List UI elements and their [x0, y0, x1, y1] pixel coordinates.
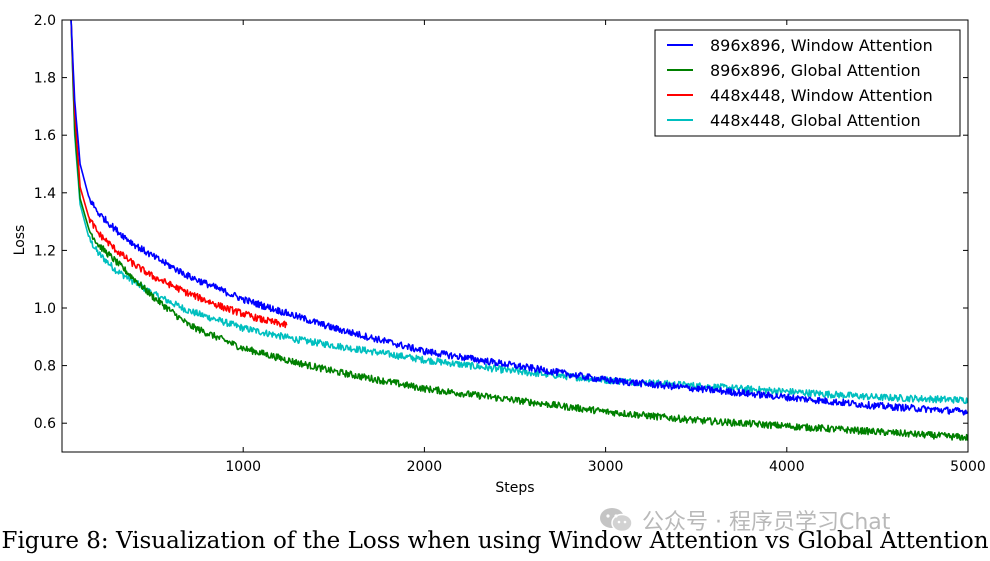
y-tick-label: 1.8 — [34, 71, 56, 87]
series-line — [70, 20, 968, 405]
legend-label: 896x896, Global Attention — [710, 61, 921, 80]
plot-frame — [61, 19, 969, 453]
wechat-icon — [600, 508, 633, 533]
y-tick-label: 1.0 — [34, 301, 56, 317]
legend-label: 448x448, Window Attention — [710, 86, 933, 105]
series-line — [70, 20, 288, 329]
watermark-text: 公众号 · 程序员学习Chat — [642, 510, 891, 535]
y-tick-label: 0.8 — [34, 359, 56, 375]
y-tick-label: 0.6 — [34, 416, 56, 432]
y-tick-label: 1.4 — [34, 186, 56, 202]
figure-caption: Figure 8: Visualization of the Loss when… — [1, 528, 989, 554]
series-line — [70, 20, 968, 416]
legend: 896x896, Window Attention 896x896, Global… — [654, 29, 961, 137]
series-layer — [70, 20, 968, 441]
ticks-layer: 1000 2000 3000 4000 5000 0.6 0.8 1.0 1.2 1.4 1.6 1.… — [34, 13, 986, 475]
legend-label: 896x896, Window Attention — [710, 36, 933, 55]
legend-box — [654, 29, 961, 137]
series-line — [70, 20, 968, 441]
x-tick-label: 5000 — [950, 459, 986, 475]
y-tick-label: 1.6 — [34, 128, 56, 144]
y-tick-label: 2.0 — [34, 13, 56, 29]
y-tick-label: 1.2 — [34, 243, 56, 259]
x-axis-label: Steps — [495, 480, 534, 496]
x-tick-label: 1000 — [225, 459, 261, 475]
x-tick-label: 4000 — [769, 459, 805, 475]
x-tick-label: 2000 — [407, 459, 443, 475]
legend-label: 448x448, Global Attention — [710, 111, 921, 130]
x-tick-label: 3000 — [588, 459, 624, 475]
y-axis-label: Loss — [12, 225, 28, 256]
watermark: 公众号 · 程序员学习Chat — [598, 504, 890, 536]
